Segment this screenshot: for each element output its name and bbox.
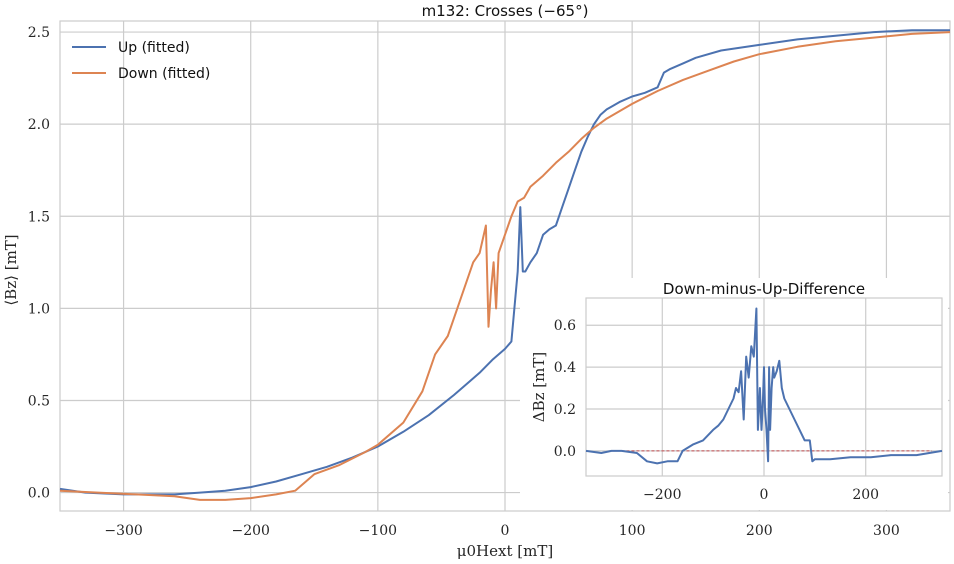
x-tick-label: −200 [643, 487, 681, 503]
main-x-axis-label: μ0Hext [mT] [457, 542, 553, 560]
main-series-group [59, 29, 951, 501]
inset-series-group [585, 307, 943, 465]
legend: Up (fitted) Down (fitted) [72, 40, 210, 82]
x-tick-label: −300 [104, 523, 142, 539]
series-line-down [59, 31, 951, 501]
y-tick-label: 0.6 [554, 318, 576, 334]
x-tick-label: 200 [852, 487, 879, 503]
main-chart-title: m132: Crosses (−65°) [422, 2, 589, 20]
series-line-0 [585, 307, 943, 465]
y-tick-label: 2.0 [28, 117, 50, 133]
x-tick-label: 300 [873, 523, 900, 539]
main-y-ticks: 0.0 0.5 1.0 1.5 2.0 2.5 [28, 25, 50, 502]
legend-label-down: Down (fitted) [118, 66, 210, 82]
y-tick-label: 0.0 [554, 444, 576, 460]
y-tick-label: 0.0 [28, 486, 50, 502]
x-tick-label: 100 [619, 523, 646, 539]
x-tick-label: 200 [746, 523, 773, 539]
main-y-axis-label: ⟨Bz⟩ [mT] [2, 234, 20, 305]
y-tick-label: 2.5 [28, 25, 50, 41]
y-tick-label: 0.5 [28, 393, 50, 409]
main-x-ticks: −300 −200 −100 0 100 200 300 [104, 523, 899, 539]
x-tick-label: −200 [231, 523, 269, 539]
x-tick-label: 0 [501, 523, 510, 539]
y-tick-label: 1.0 [28, 301, 50, 317]
inset-x-ticks: −200 0 200 [643, 487, 879, 503]
inset-y-ticks: 0.0 0.2 0.4 0.6 [554, 318, 576, 460]
inset-chart: −200 0 200 0.0 0.2 0.4 0.6 Down-minus-Up-Diff… [520, 278, 948, 510]
x-tick-label: −100 [359, 523, 397, 539]
y-tick-label: 0.2 [554, 402, 576, 418]
inset-y-axis-label: ΔBz [mT] [530, 352, 548, 422]
y-tick-label: 1.5 [28, 209, 50, 225]
inset-chart-title: Down-minus-Up-Difference [663, 280, 865, 298]
x-tick-label: 0 [760, 487, 769, 503]
legend-label-up: Up (fitted) [118, 40, 190, 56]
series-line-up [59, 29, 950, 496]
y-tick-label: 0.4 [554, 360, 576, 376]
